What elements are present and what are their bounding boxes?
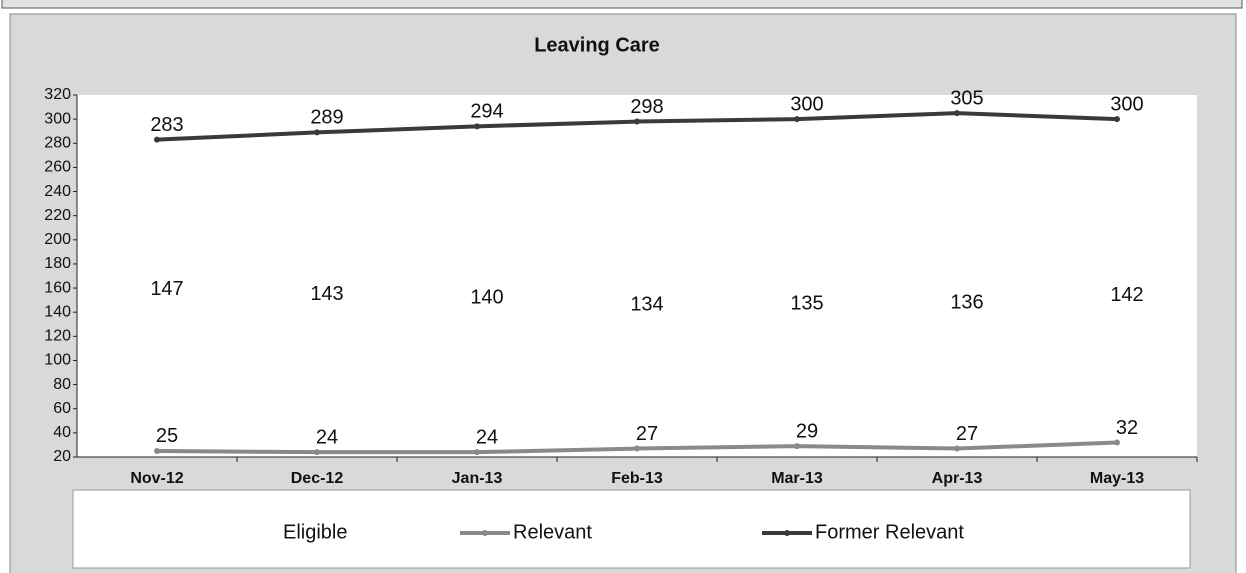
data-label: 27 (636, 423, 658, 445)
data-label: 32 (1116, 417, 1138, 439)
y-tick-label: 60 (53, 400, 71, 417)
y-tick-label: 320 (44, 86, 71, 103)
data-label: 140 (470, 286, 503, 308)
point (794, 315, 800, 322)
legend-marker (252, 530, 258, 536)
point (1114, 306, 1120, 313)
legend-label: Eligible (283, 521, 347, 543)
point (154, 300, 160, 307)
plot-area (77, 95, 1197, 457)
point (154, 136, 160, 143)
x-tick-label: Apr-13 (932, 470, 983, 487)
data-label: 29 (796, 420, 818, 442)
point (634, 445, 640, 452)
top-strip (1, 0, 1243, 9)
point (1114, 439, 1120, 446)
point (794, 443, 800, 450)
y-tick-label: 280 (44, 134, 71, 151)
data-label: 24 (316, 426, 338, 448)
point (954, 314, 960, 321)
data-label: 25 (156, 425, 178, 447)
y-tick-label: 160 (44, 279, 71, 296)
x-tick-label: Dec-12 (291, 470, 344, 487)
point (954, 110, 960, 117)
data-label: 143 (310, 283, 343, 305)
data-label: 134 (630, 294, 663, 316)
legend-box (72, 489, 1191, 569)
data-label: 298 (630, 96, 663, 118)
data-label: 135 (790, 293, 823, 315)
point (634, 118, 640, 125)
point (634, 316, 640, 323)
x-tick-label: May-13 (1090, 470, 1144, 487)
legend-label: Former Relevant (815, 521, 964, 543)
data-label: 294 (470, 101, 503, 123)
data-label: 142 (1110, 284, 1143, 306)
legend-label: Relevant (513, 521, 592, 543)
y-tick-label: 20 (53, 448, 71, 465)
y-tick-label: 80 (53, 376, 71, 393)
y-tick-label: 100 (44, 352, 71, 369)
y-tick-label: 260 (44, 159, 71, 176)
data-label: 147 (150, 278, 183, 300)
y-tick-label: 300 (44, 110, 71, 127)
data-label: 27 (956, 423, 978, 445)
data-label: 300 (1110, 93, 1143, 115)
x-tick-label: Jan-13 (452, 470, 503, 487)
y-tick-label: 220 (44, 207, 71, 224)
data-label: 283 (150, 114, 183, 136)
y-tick-label: 140 (44, 303, 71, 320)
point (954, 445, 960, 452)
x-tick-label: Nov-12 (130, 470, 183, 487)
point (314, 129, 320, 136)
point (474, 123, 480, 130)
data-label: 24 (476, 426, 498, 448)
point (1114, 116, 1120, 123)
data-label: 136 (950, 291, 983, 313)
data-label: 289 (310, 107, 343, 129)
legend-marker (784, 530, 790, 536)
y-tick-label: 240 (44, 183, 71, 200)
y-tick-label: 40 (53, 424, 71, 441)
x-tick-label: Mar-13 (771, 470, 823, 487)
point (154, 447, 160, 454)
point (474, 309, 480, 316)
y-tick-label: 120 (44, 328, 71, 345)
data-label: 300 (790, 93, 823, 115)
y-tick-label: 180 (44, 255, 71, 272)
point (474, 449, 480, 456)
data-label: 305 (950, 87, 983, 109)
point (794, 116, 800, 123)
legend-marker (482, 530, 488, 536)
point (314, 305, 320, 312)
x-tick-label: Feb-13 (611, 470, 663, 487)
y-tick-label: 200 (44, 231, 71, 248)
chart-title: Leaving Care (534, 34, 660, 56)
point (314, 449, 320, 456)
